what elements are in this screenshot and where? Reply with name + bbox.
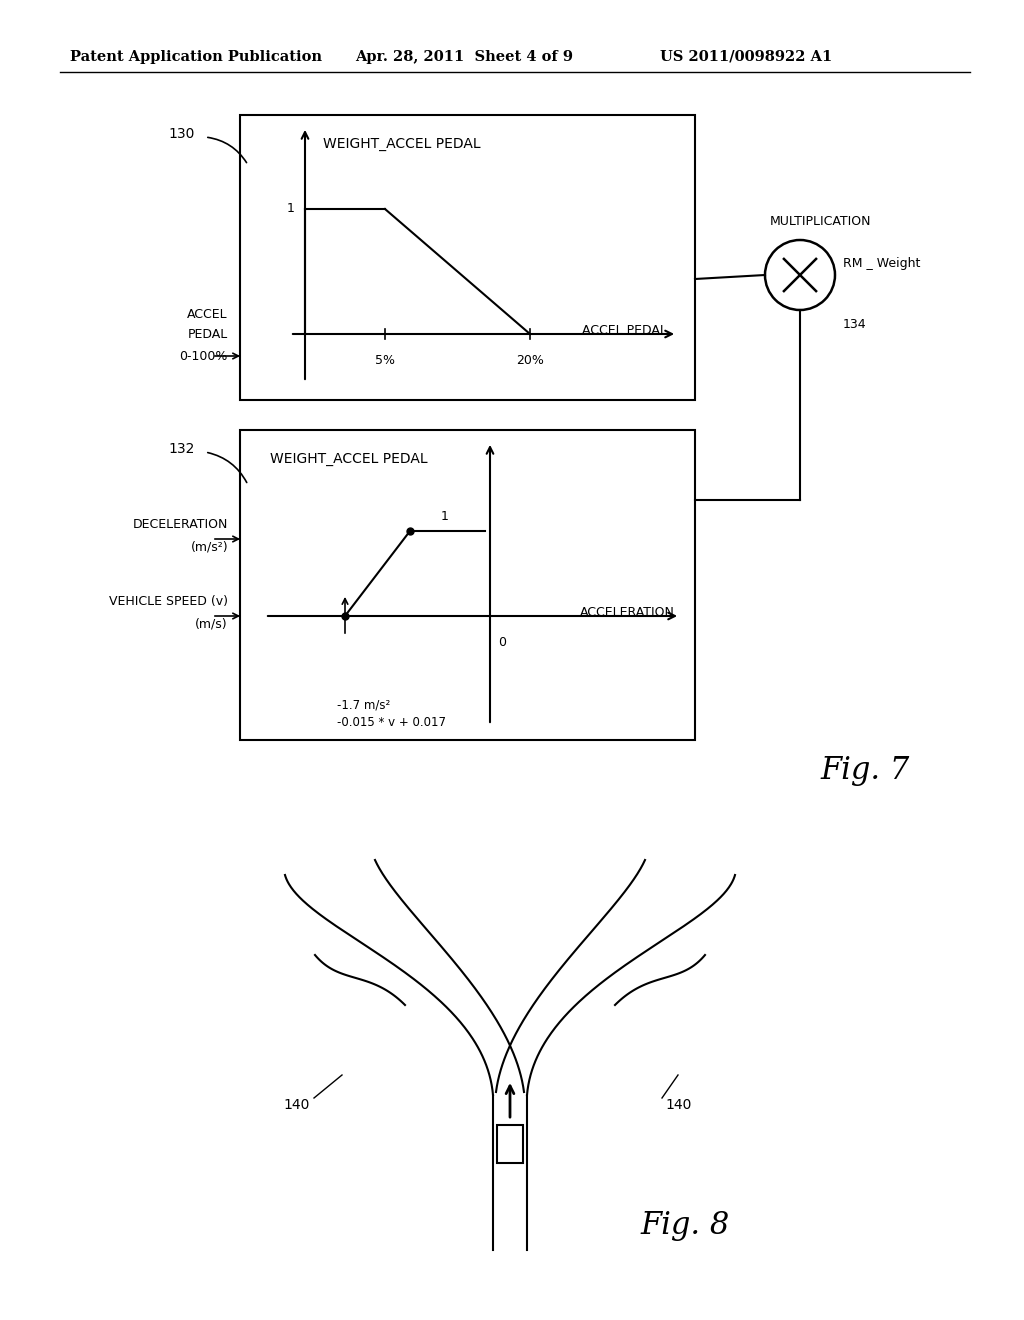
Text: 0-100%: 0-100% — [179, 350, 228, 363]
Text: 140: 140 — [284, 1098, 310, 1111]
Text: WEIGHT_ACCEL PEDAL: WEIGHT_ACCEL PEDAL — [323, 137, 480, 150]
Text: 5%: 5% — [375, 354, 395, 367]
Bar — [240, 430, 695, 741]
Text: 1: 1 — [287, 202, 295, 215]
Text: RM _ Weight: RM _ Weight — [843, 256, 921, 269]
Text: Fig. 8: Fig. 8 — [640, 1210, 729, 1241]
Bar — [497, 1125, 523, 1163]
Text: 0: 0 — [498, 636, 506, 649]
Text: MULTIPLICATION: MULTIPLICATION — [770, 215, 871, 228]
Text: Patent Application Publication: Patent Application Publication — [70, 50, 322, 63]
Text: -0.015 * v + 0.017: -0.015 * v + 0.017 — [337, 715, 446, 729]
Text: 1: 1 — [441, 510, 449, 523]
Text: VEHICLE SPEED (v): VEHICLE SPEED (v) — [109, 595, 228, 609]
Text: WEIGHT_ACCEL PEDAL: WEIGHT_ACCEL PEDAL — [270, 451, 428, 466]
Text: 130: 130 — [168, 127, 195, 141]
Text: US 2011/0098922 A1: US 2011/0098922 A1 — [660, 50, 833, 63]
Text: -1.7 m/s²: -1.7 m/s² — [337, 698, 390, 711]
Text: (m/s²): (m/s²) — [190, 540, 228, 553]
Text: PEDAL: PEDAL — [187, 327, 228, 341]
Text: ACCEL PEDAL: ACCEL PEDAL — [582, 323, 667, 337]
Text: DECELERATION: DECELERATION — [133, 519, 228, 532]
Text: ACCEL: ACCEL — [187, 308, 228, 321]
Text: 134: 134 — [843, 318, 866, 331]
Bar — [240, 115, 695, 400]
Text: 20%: 20% — [516, 354, 544, 367]
Text: (m/s): (m/s) — [196, 618, 228, 631]
Text: 132: 132 — [168, 442, 195, 455]
Text: Fig. 7: Fig. 7 — [820, 755, 909, 785]
Text: Apr. 28, 2011  Sheet 4 of 9: Apr. 28, 2011 Sheet 4 of 9 — [355, 50, 573, 63]
Text: 140: 140 — [665, 1098, 691, 1111]
Text: ACCELERATION: ACCELERATION — [581, 606, 675, 619]
